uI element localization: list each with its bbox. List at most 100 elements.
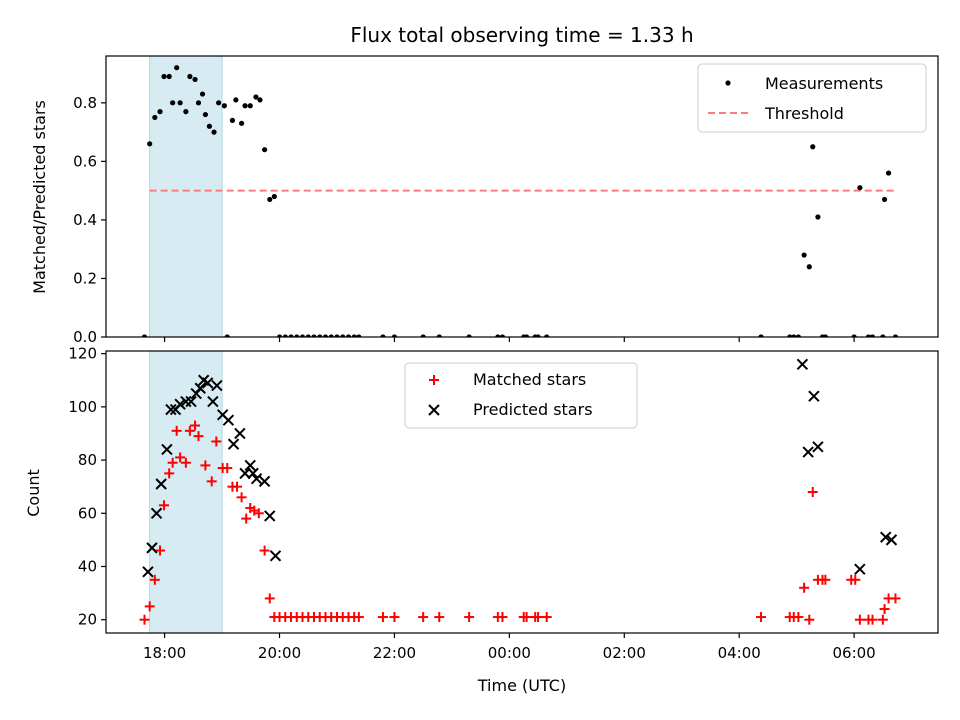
measurement-point bbox=[288, 334, 294, 337]
predicted-point bbox=[194, 382, 206, 394]
matched-point bbox=[144, 601, 155, 612]
matched-point bbox=[521, 612, 532, 623]
measurement-point bbox=[247, 103, 253, 109]
measurement-point bbox=[351, 334, 357, 337]
x-tick-label: 00:00 bbox=[488, 644, 531, 662]
measurement-point bbox=[271, 193, 277, 200]
matched-point bbox=[236, 492, 247, 503]
predicted-point bbox=[247, 467, 259, 480]
measurement-point bbox=[311, 334, 317, 337]
predicted-point bbox=[227, 438, 240, 450]
x-tick-label: 02:00 bbox=[603, 644, 646, 662]
matched-point bbox=[820, 574, 831, 585]
predicted-point bbox=[854, 563, 866, 575]
y-tick-label-top: 0.8 bbox=[73, 94, 97, 112]
predicted-point bbox=[180, 395, 192, 408]
measurement-point bbox=[420, 334, 426, 337]
y-tick-label-top: 0.6 bbox=[73, 152, 97, 170]
predicted-point bbox=[155, 478, 167, 490]
y-tick-label-top: 0.2 bbox=[73, 269, 97, 287]
measurement-point bbox=[865, 334, 872, 337]
measurements-series bbox=[141, 65, 899, 337]
measurement-point bbox=[795, 334, 801, 337]
predicted-point bbox=[150, 507, 163, 519]
measurement-point bbox=[495, 334, 501, 337]
measurement-point bbox=[305, 334, 311, 337]
y-tick-label-bottom: 100 bbox=[68, 398, 97, 416]
measurement-point bbox=[436, 334, 442, 337]
predicted-stars-series bbox=[142, 358, 898, 578]
matched-point bbox=[222, 463, 233, 474]
y-tick-label-top: 0.0 bbox=[73, 328, 97, 346]
measurement-point bbox=[192, 76, 198, 83]
matched-point bbox=[867, 614, 878, 625]
measurement-point bbox=[356, 334, 362, 337]
matched-point bbox=[139, 614, 150, 625]
matched-point bbox=[804, 614, 815, 625]
measurement-point bbox=[147, 141, 153, 147]
measurement-point bbox=[195, 100, 202, 106]
measurement-point bbox=[334, 334, 340, 337]
measurement-point bbox=[499, 334, 506, 337]
shaded-interval-top bbox=[149, 55, 223, 338]
matched-point bbox=[793, 612, 804, 623]
predicted-point bbox=[244, 459, 256, 472]
measurement-point bbox=[810, 144, 816, 150]
predicted-point bbox=[201, 377, 214, 389]
matched-point bbox=[232, 481, 243, 492]
x-tick-label: 04:00 bbox=[718, 644, 761, 662]
measurement-point bbox=[345, 334, 352, 337]
predicted-point bbox=[264, 510, 276, 522]
predicted-point bbox=[161, 443, 173, 456]
matched-point bbox=[200, 460, 211, 471]
predicted-point bbox=[222, 414, 235, 426]
measurement-point bbox=[229, 117, 236, 123]
measurement-point bbox=[892, 334, 899, 337]
shaded-interval-bottom bbox=[149, 350, 223, 634]
measurement-point bbox=[822, 334, 828, 337]
matched-point bbox=[167, 457, 178, 468]
measurement-point bbox=[282, 334, 288, 337]
measurement-point bbox=[170, 100, 176, 106]
legend-top: Measurements Threshold bbox=[697, 63, 927, 133]
predicted-point bbox=[165, 403, 177, 416]
matched-point bbox=[164, 468, 175, 479]
legend-label-threshold: Threshold bbox=[764, 104, 844, 123]
matched-point bbox=[175, 452, 186, 463]
predicted-point bbox=[174, 398, 186, 410]
measurement-point bbox=[261, 147, 268, 153]
measurement-point bbox=[202, 111, 209, 118]
measurement-point bbox=[523, 334, 530, 337]
legend-marker-predicted bbox=[428, 404, 440, 416]
matched-point bbox=[890, 593, 901, 604]
y-axis-label-top: Matched/Predicted stars bbox=[30, 100, 49, 294]
measurement-point bbox=[322, 334, 329, 337]
measurement-point bbox=[174, 65, 180, 71]
measurement-point bbox=[177, 100, 183, 106]
matched-point bbox=[389, 612, 400, 623]
measurement-point bbox=[242, 103, 248, 109]
measurement-point bbox=[152, 114, 158, 121]
matched-point bbox=[190, 420, 201, 431]
measurement-point bbox=[166, 73, 172, 80]
matched-point bbox=[541, 612, 552, 623]
predicted-point bbox=[880, 531, 892, 543]
matched-point bbox=[434, 612, 445, 623]
matched-point bbox=[850, 574, 861, 585]
matched-point bbox=[155, 545, 166, 556]
measurement-point bbox=[221, 103, 227, 109]
x-axis-bottom: 18:00 20:00 22:00 00:00 02:00 04:00 06:00 bbox=[143, 633, 876, 662]
measurement-point bbox=[466, 334, 472, 337]
predicted-point bbox=[234, 427, 246, 440]
predicted-point bbox=[211, 379, 223, 392]
y-axis-bottom: 20 40 60 80 100 120 bbox=[68, 345, 106, 629]
predicted-point bbox=[250, 472, 263, 485]
matched-point bbox=[184, 425, 195, 436]
y-tick-label-top: 0.4 bbox=[73, 211, 97, 229]
measurement-point bbox=[299, 334, 306, 337]
measurement-point bbox=[276, 334, 283, 337]
predicted-point bbox=[185, 395, 197, 408]
legend-marker-matched bbox=[429, 375, 439, 385]
measurement-point bbox=[851, 334, 857, 337]
